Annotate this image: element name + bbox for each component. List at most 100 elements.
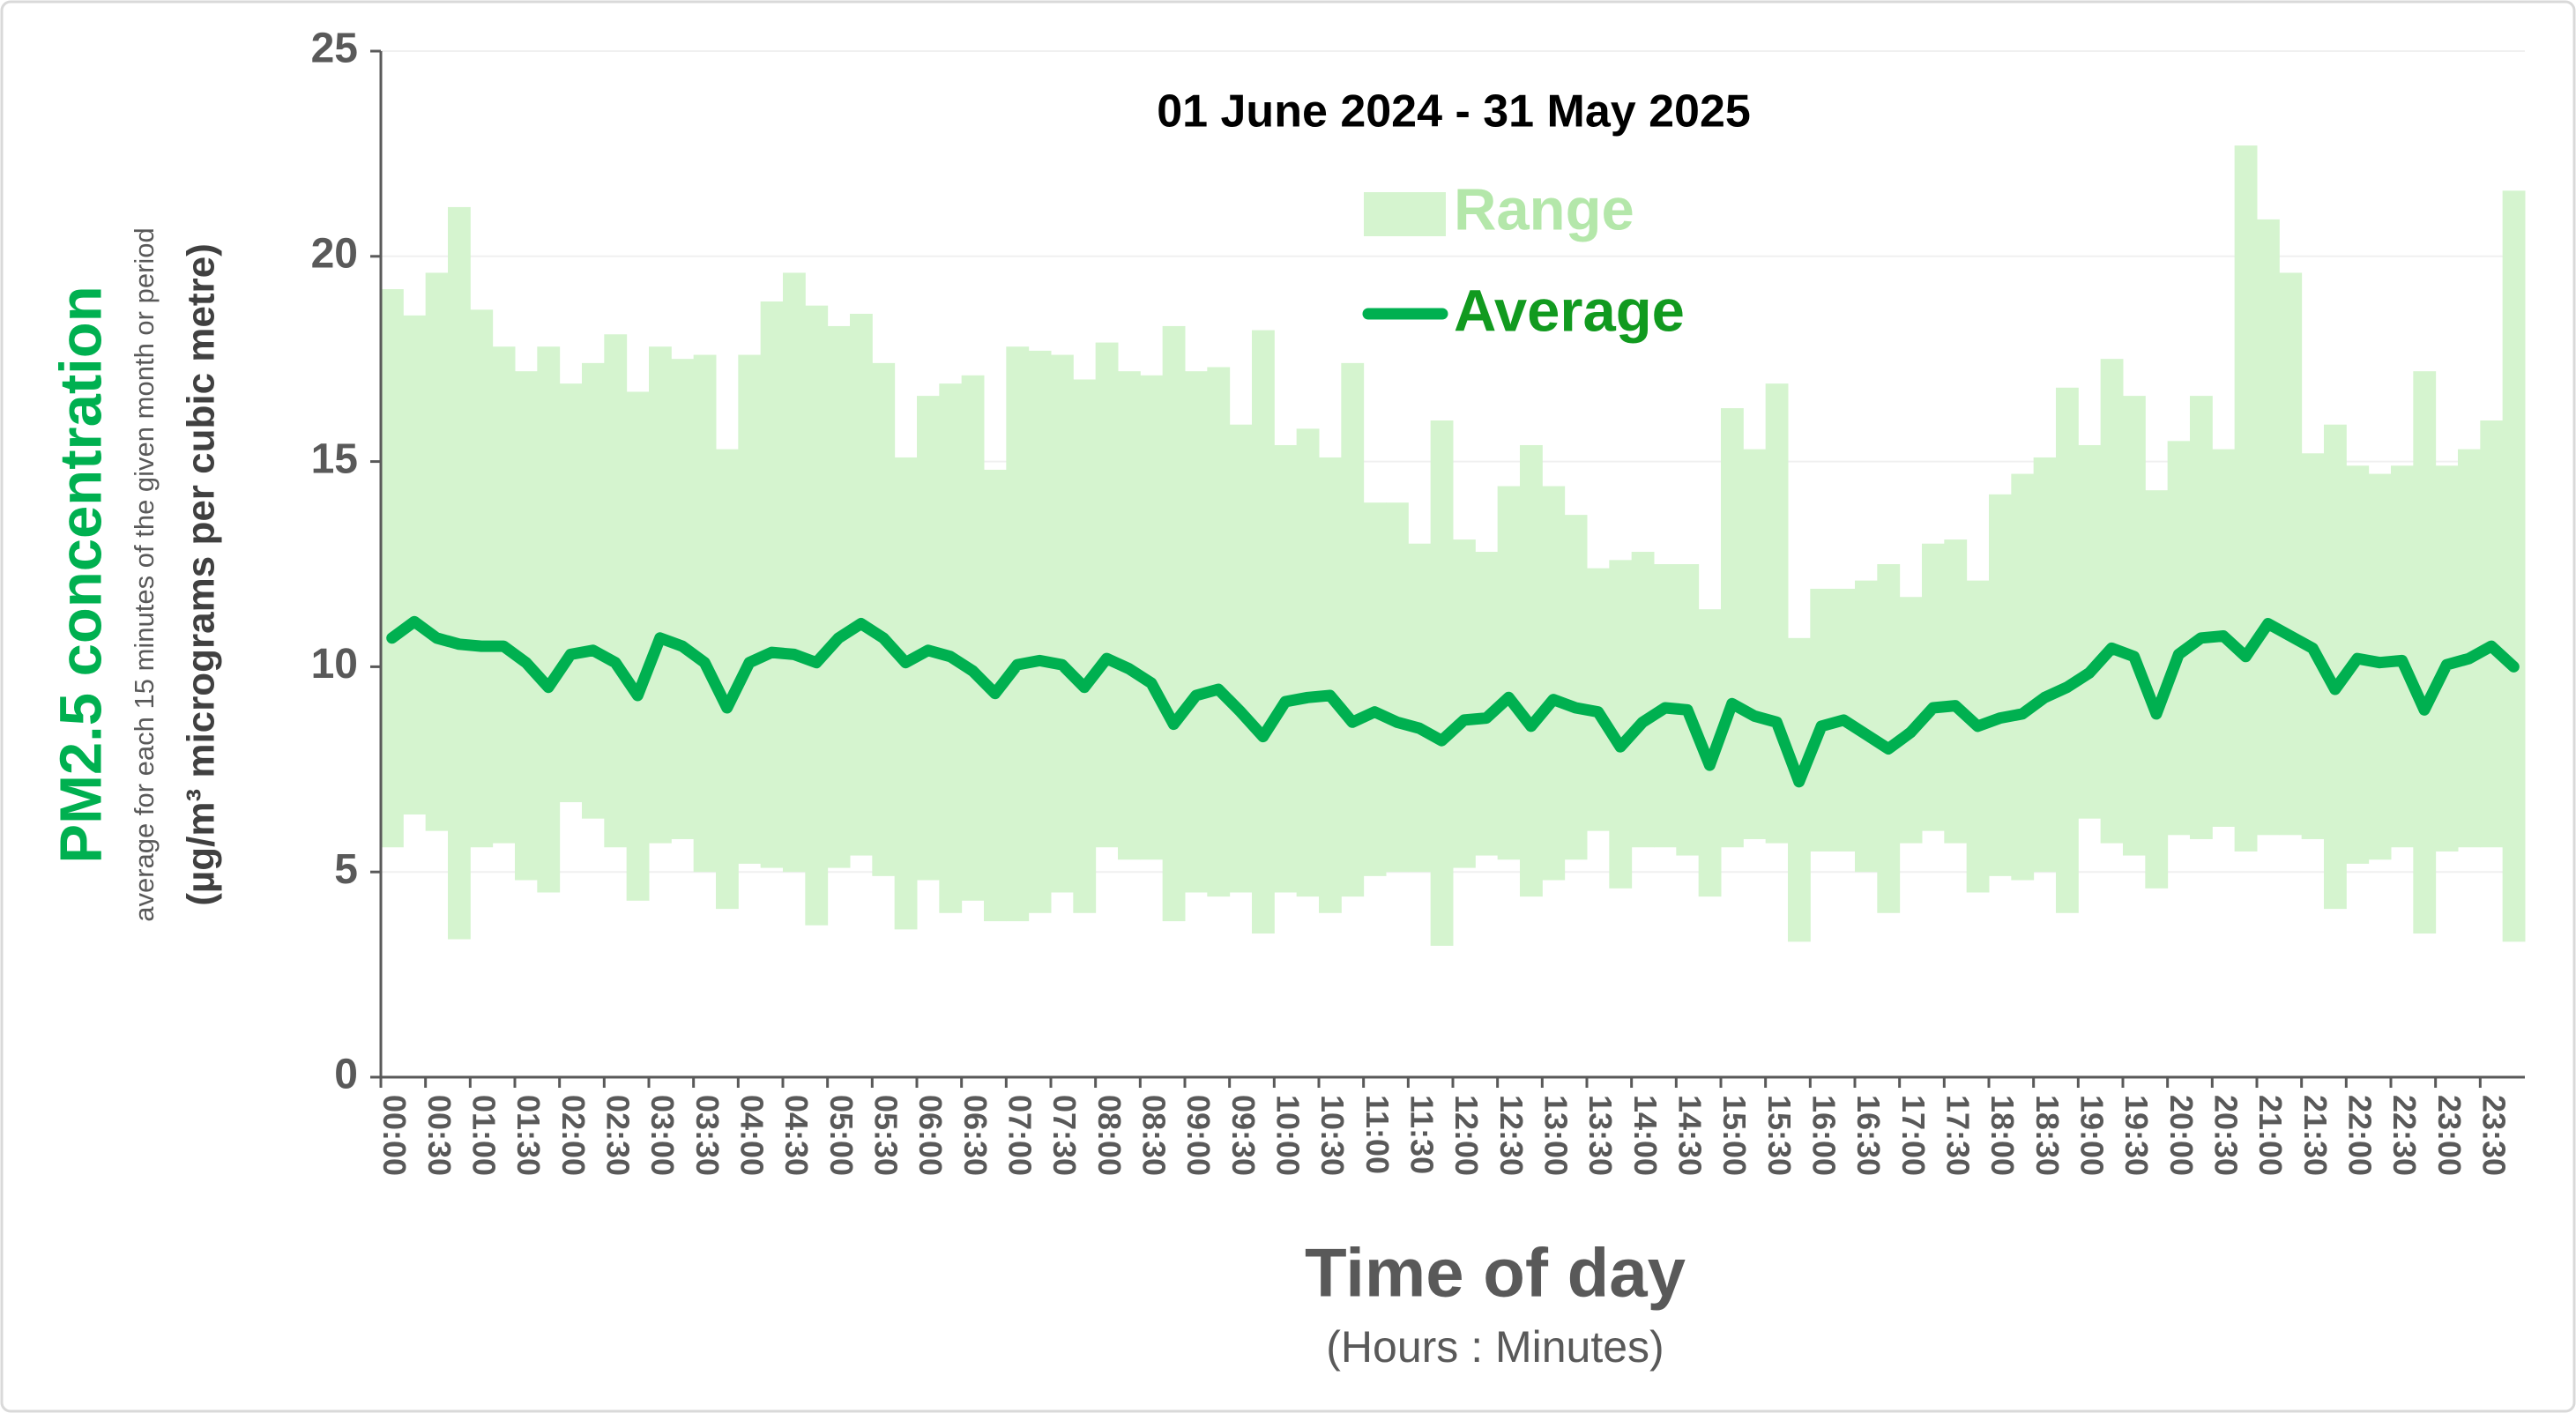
range-bar bbox=[1341, 362, 1365, 897]
x-tick-label: 05:30 bbox=[867, 1095, 904, 1176]
x-tick-label: 23:00 bbox=[2431, 1095, 2468, 1176]
x-tick-label: 21:30 bbox=[2297, 1095, 2334, 1176]
range-bar bbox=[537, 346, 561, 893]
x-tick-label: 21:00 bbox=[2252, 1095, 2289, 1176]
y-tick-label: 20 bbox=[311, 230, 358, 277]
x-tick-label: 15:30 bbox=[1761, 1095, 1798, 1176]
x-tick-label: 04:30 bbox=[778, 1095, 815, 1176]
x-tick-label: 22:00 bbox=[2341, 1095, 2378, 1176]
x-axis-title: Time of day bbox=[1305, 1234, 1686, 1312]
y-axis-unit: (µg/m³ micrograms per cubic metre) bbox=[180, 243, 223, 906]
range-bar bbox=[1296, 428, 1320, 897]
range-bar bbox=[1319, 457, 1342, 913]
range-bar bbox=[1430, 420, 1454, 947]
x-tick-label: 06:00 bbox=[912, 1095, 949, 1176]
x-tick-label: 17:00 bbox=[1895, 1095, 1932, 1176]
y-axis-subtitle: average for each 15 minutes of the given… bbox=[129, 227, 160, 922]
range-bar bbox=[403, 315, 427, 815]
x-tick-label: 12:00 bbox=[1448, 1095, 1485, 1176]
range-bar bbox=[2033, 457, 2057, 873]
x-tick-label: 08:30 bbox=[1135, 1095, 1172, 1176]
range-bar bbox=[1542, 486, 1566, 881]
range-bar bbox=[1118, 371, 1141, 860]
range-bar bbox=[805, 305, 829, 926]
range-bar bbox=[2123, 396, 2146, 856]
range-bar bbox=[872, 362, 896, 876]
x-tick-label: 01:30 bbox=[510, 1095, 547, 1176]
range-bar bbox=[1609, 560, 1633, 889]
range-bar bbox=[1028, 350, 1052, 913]
range-bar bbox=[425, 272, 449, 831]
x-tick-label: 07:00 bbox=[1001, 1095, 1038, 1176]
range-bar bbox=[917, 396, 940, 881]
y-tick-label: 15 bbox=[311, 435, 358, 482]
range-bar bbox=[1765, 383, 1789, 844]
range-bar bbox=[693, 354, 717, 873]
range-bar bbox=[1408, 543, 1432, 873]
range-bar bbox=[760, 301, 784, 868]
range-bar bbox=[961, 375, 985, 901]
x-tick-label: 11:30 bbox=[1403, 1095, 1440, 1174]
range-bar bbox=[1922, 543, 1945, 831]
range-bar bbox=[626, 391, 650, 901]
x-tick-label: 13:00 bbox=[1537, 1095, 1574, 1176]
chart-title: 01 June 2024 - 31 May 2025 bbox=[1157, 86, 1751, 138]
range-bar bbox=[1966, 580, 1990, 893]
plot-area bbox=[370, 49, 2526, 1088]
range-bar bbox=[1095, 342, 1119, 848]
x-tick-label: 16:30 bbox=[1850, 1095, 1887, 1176]
range-bar bbox=[1252, 330, 1275, 934]
y-tick-label: 0 bbox=[334, 1052, 358, 1098]
x-tick-label: 15:00 bbox=[1716, 1095, 1753, 1176]
range-bar bbox=[1185, 371, 1208, 893]
x-tick-label: 12:30 bbox=[1493, 1095, 1530, 1176]
range-bar bbox=[738, 354, 762, 864]
x-tick-label: 11:00 bbox=[1359, 1095, 1396, 1174]
range-bar bbox=[582, 362, 605, 819]
x-tick-label: 23:30 bbox=[2475, 1095, 2512, 1176]
x-tick-label: 20:30 bbox=[2207, 1095, 2244, 1176]
range-bar bbox=[1721, 408, 1744, 848]
range-bar bbox=[1274, 444, 1298, 893]
average-line bbox=[386, 615, 2520, 788]
range-bar bbox=[1743, 449, 1767, 839]
range-bar bbox=[1386, 502, 1409, 873]
x-tick-label: 14:00 bbox=[1627, 1095, 1664, 1176]
range-bar bbox=[1520, 444, 1543, 897]
range-bar bbox=[827, 325, 851, 868]
range-bar bbox=[1229, 424, 1253, 893]
range-bar bbox=[2167, 441, 2191, 836]
range-bar bbox=[671, 359, 695, 839]
y-tick-label: 10 bbox=[311, 641, 358, 688]
range-bar bbox=[850, 313, 873, 856]
x-tick-label: 19:00 bbox=[2073, 1095, 2110, 1176]
range-bar bbox=[1363, 502, 1387, 876]
range-bar bbox=[2279, 272, 2303, 836]
range-bar bbox=[1788, 637, 1811, 942]
range-bar bbox=[783, 272, 806, 873]
range-bar bbox=[2413, 371, 2437, 934]
range-bar bbox=[2502, 190, 2526, 942]
range-bar bbox=[1162, 325, 1186, 922]
x-tick-label: 02:30 bbox=[599, 1095, 636, 1176]
range-bar bbox=[1051, 354, 1074, 893]
x-tick-label: 10:30 bbox=[1314, 1095, 1351, 1176]
x-axis-subtitle: (Hours : Minutes) bbox=[1326, 1322, 1664, 1372]
range-bar bbox=[2056, 387, 2079, 913]
range-bar bbox=[1631, 552, 1655, 848]
legend-swatch bbox=[1364, 192, 1446, 236]
range-bar bbox=[470, 309, 494, 848]
x-tick-label: 22:30 bbox=[2386, 1095, 2423, 1176]
x-tick-label: 01:00 bbox=[465, 1095, 502, 1176]
x-tick-label: 07:30 bbox=[1046, 1095, 1083, 1176]
range-bar bbox=[1073, 379, 1097, 913]
range-bar bbox=[1497, 486, 1521, 860]
x-tick-label: 08:00 bbox=[1091, 1095, 1128, 1176]
x-tick-label: 14:30 bbox=[1671, 1095, 1708, 1176]
range-bar bbox=[1989, 494, 2012, 876]
range-bar bbox=[381, 289, 404, 848]
range-bar bbox=[1453, 539, 1476, 868]
y-tick-label: 25 bbox=[311, 26, 358, 72]
range-bar bbox=[559, 383, 583, 803]
